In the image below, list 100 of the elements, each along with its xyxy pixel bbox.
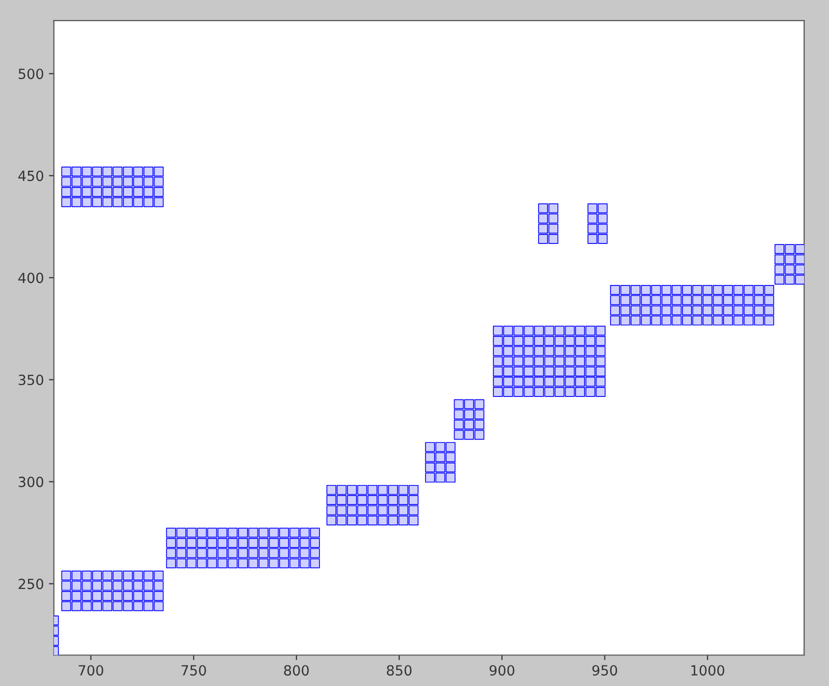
point (347, 495, 357, 505)
point (279, 548, 290, 558)
point (154, 197, 164, 208)
point (474, 430, 484, 440)
point (82, 591, 92, 601)
point (133, 187, 144, 197)
point (398, 495, 408, 505)
point (289, 548, 300, 558)
point (122, 187, 133, 197)
point (378, 516, 388, 526)
point (268, 558, 279, 568)
point (474, 409, 484, 420)
point (122, 197, 133, 208)
point (357, 484, 368, 495)
point (82, 197, 92, 208)
point (598, 234, 608, 244)
point (228, 558, 238, 568)
point (61, 580, 72, 591)
point (122, 591, 133, 601)
point (795, 274, 804, 285)
point (133, 601, 144, 612)
point (133, 166, 144, 176)
point (92, 580, 102, 591)
point (408, 484, 419, 495)
point (326, 495, 336, 505)
point (326, 484, 336, 495)
point (425, 462, 435, 472)
point (102, 197, 112, 208)
point (144, 176, 154, 187)
point (784, 254, 795, 264)
point (538, 224, 548, 234)
point (207, 538, 218, 548)
point (102, 570, 112, 580)
point (326, 516, 336, 526)
point (238, 538, 248, 548)
point (218, 548, 228, 558)
point (289, 538, 300, 548)
point (196, 548, 207, 558)
point (228, 538, 238, 548)
point (258, 548, 268, 558)
point (446, 472, 456, 483)
y-tick-label: 350 (18, 374, 44, 386)
point (774, 264, 784, 274)
point (176, 528, 186, 538)
point (112, 580, 123, 591)
point (61, 601, 72, 612)
point (122, 601, 133, 612)
point (218, 558, 228, 568)
point (186, 528, 197, 538)
point (279, 528, 290, 538)
point (784, 244, 795, 254)
point (144, 197, 154, 208)
point (112, 570, 123, 580)
point (425, 452, 435, 462)
point (548, 214, 558, 224)
point (154, 601, 164, 612)
point (102, 166, 112, 176)
point (347, 505, 357, 516)
point (92, 591, 102, 601)
y-tick-label: 400 (18, 272, 44, 284)
point (92, 197, 102, 208)
y-tick-label: 450 (18, 170, 44, 182)
point (248, 528, 258, 538)
point (598, 203, 608, 214)
point (154, 580, 164, 591)
point (326, 505, 336, 516)
point (587, 234, 598, 244)
point (310, 548, 320, 558)
point (61, 570, 72, 580)
point (248, 548, 258, 558)
point (82, 176, 92, 187)
point (218, 528, 228, 538)
point (435, 472, 446, 483)
point (72, 570, 82, 580)
point (538, 203, 548, 214)
point (454, 399, 464, 410)
x-tick-label: 900 (490, 665, 514, 676)
point (774, 274, 784, 285)
point (72, 580, 82, 591)
point (186, 558, 197, 568)
point (122, 580, 133, 591)
point (425, 472, 435, 483)
point (228, 528, 238, 538)
point (538, 234, 548, 244)
point (82, 166, 92, 176)
point (548, 234, 558, 244)
point (464, 409, 474, 420)
point (336, 484, 347, 495)
point (357, 505, 368, 516)
point (310, 558, 320, 568)
point (72, 187, 82, 197)
point (133, 176, 144, 187)
point (82, 570, 92, 580)
point (598, 224, 608, 234)
point (196, 528, 207, 538)
point (446, 452, 456, 462)
point (176, 548, 186, 558)
point (102, 601, 112, 612)
point (112, 601, 123, 612)
point (378, 495, 388, 505)
